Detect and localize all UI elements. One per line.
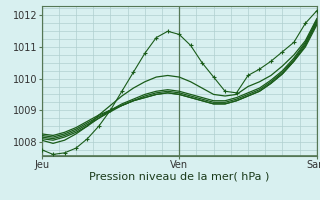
X-axis label: Pression niveau de la mer( hPa ): Pression niveau de la mer( hPa ) [89,172,269,182]
